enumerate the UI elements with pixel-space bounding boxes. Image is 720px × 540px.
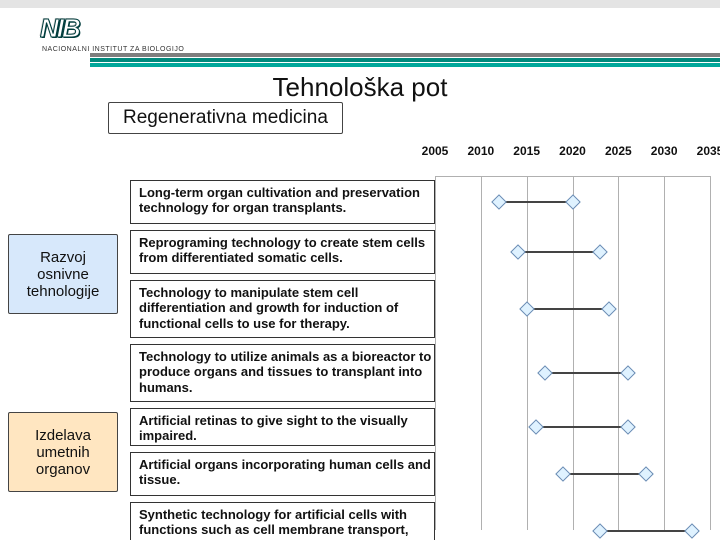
timeline-row: Synthetic technology for artificial cell…	[130, 502, 435, 540]
timeline-row: Technology to utilize animals as a biore…	[130, 344, 435, 402]
year-tick-label: 2005	[422, 144, 449, 158]
timeline-bar	[536, 426, 628, 428]
timeline-bar	[600, 530, 692, 532]
timeline-row-label: Synthetic technology for artificial cell…	[139, 507, 439, 540]
year-tick-label: 2020	[559, 144, 586, 158]
timeline-bar	[499, 201, 572, 203]
gridline	[481, 176, 482, 530]
timeline-row-label: Artificial retinas to give sight to the …	[139, 413, 439, 444]
logo-subtitle: NACIONALNI INSTITUT ZA BIOLOGIJO	[0, 46, 720, 53]
gridline	[710, 176, 711, 530]
timeline-row: Reprograming technology to create stem c…	[130, 230, 435, 274]
timeline-row: Technology to manipulate stem cell diffe…	[130, 280, 435, 338]
header-top-band	[0, 0, 720, 8]
gridline	[618, 176, 619, 530]
page-title: Tehnološka pot	[0, 72, 720, 103]
timeline-row: Artificial retinas to give sight to the …	[130, 408, 435, 446]
timeline-row: Long-term organ cultivation and preserva…	[130, 180, 435, 224]
timeline-chart: 2005201020152020202520302035 Long-term o…	[130, 144, 710, 532]
content: Tehnološka pot Regenerativna medicina Ra…	[0, 72, 720, 540]
timeline-bar	[527, 308, 610, 310]
category-box-dev: Razvoj osnivne tehnologije	[8, 234, 118, 314]
page: NIB NACIONALNI INSTITUT ZA BIOLOGIJO Teh…	[0, 0, 720, 540]
timeline-row-label: Technology to manipulate stem cell diffe…	[139, 285, 439, 331]
gridline	[664, 176, 665, 530]
category-box-org: Izdelava umetnih organov	[8, 412, 118, 492]
timeline-bar	[518, 251, 601, 253]
year-tick-label: 2010	[467, 144, 494, 158]
logo-text: NIB	[40, 13, 79, 44]
header: NIB NACIONALNI INSTITUT ZA BIOLOGIJO	[0, 0, 720, 72]
year-tick-label: 2035	[697, 144, 720, 158]
grid	[435, 166, 710, 530]
year-tick-label: 2025	[605, 144, 632, 158]
year-axis: 2005201020152020202520302035	[435, 144, 710, 166]
timeline-bar	[545, 372, 628, 374]
year-tick-label: 2030	[651, 144, 678, 158]
header-stripes	[0, 53, 720, 67]
plot-area: Long-term organ cultivation and preserva…	[130, 166, 710, 530]
gridline	[573, 176, 574, 530]
year-tick-label: 2015	[513, 144, 540, 158]
logo-bar: NIB	[0, 8, 720, 48]
gridline	[527, 176, 528, 530]
timeline-row-label: Artificial organs incorporating human ce…	[139, 457, 439, 488]
timeline-row: Artificial organs incorporating human ce…	[130, 452, 435, 496]
timeline-row-label: Technology to utilize animals as a biore…	[139, 349, 439, 395]
timeline-row-label: Long-term organ cultivation and preserva…	[139, 185, 439, 216]
timeline-bar	[563, 473, 646, 475]
timeline-row-label: Reprograming technology to create stem c…	[139, 235, 439, 266]
subtitle-chip: Regenerativna medicina	[108, 102, 343, 134]
